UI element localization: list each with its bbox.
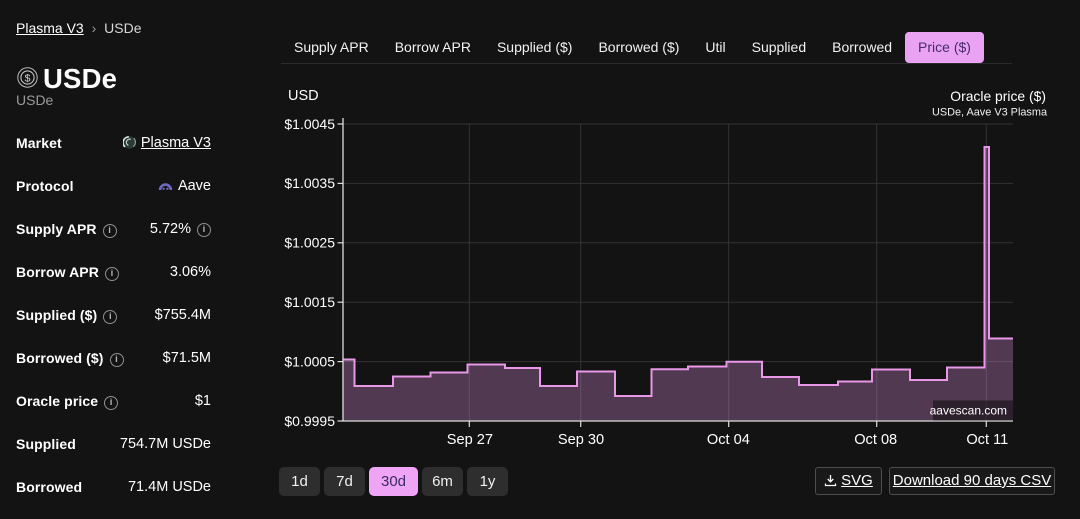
svg-text:Oct 08: Oct 08 [854, 432, 897, 448]
svg-text:$1.0035: $1.0035 [284, 175, 335, 191]
svg-text:$1.0045: $1.0045 [284, 116, 335, 132]
svg-text:USD: USD [288, 88, 319, 104]
svg-text:Sep 27: Sep 27 [447, 432, 493, 448]
svg-text:Oct 04: Oct 04 [707, 432, 750, 448]
svg-text:$0.9995: $0.9995 [284, 413, 335, 429]
svg-text:Oct 11: Oct 11 [966, 432, 1008, 448]
svg-text:USDe, Aave V3 Plasma: USDe, Aave V3 Plasma [932, 107, 1048, 119]
svg-text:$1.0005: $1.0005 [284, 353, 335, 369]
svg-text:$1.0025: $1.0025 [284, 235, 335, 251]
svg-text:$: $ [25, 72, 31, 84]
svg-text:Oracle price ($): Oracle price ($) [950, 88, 1046, 104]
svg-text:$1.0015: $1.0015 [284, 294, 335, 310]
svg-text:aavescan.com: aavescan.com [930, 404, 1007, 418]
svg-text:Sep 30: Sep 30 [558, 432, 604, 448]
